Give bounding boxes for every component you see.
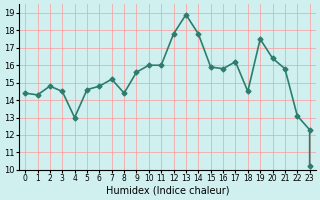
X-axis label: Humidex (Indice chaleur): Humidex (Indice chaleur) xyxy=(106,186,229,196)
